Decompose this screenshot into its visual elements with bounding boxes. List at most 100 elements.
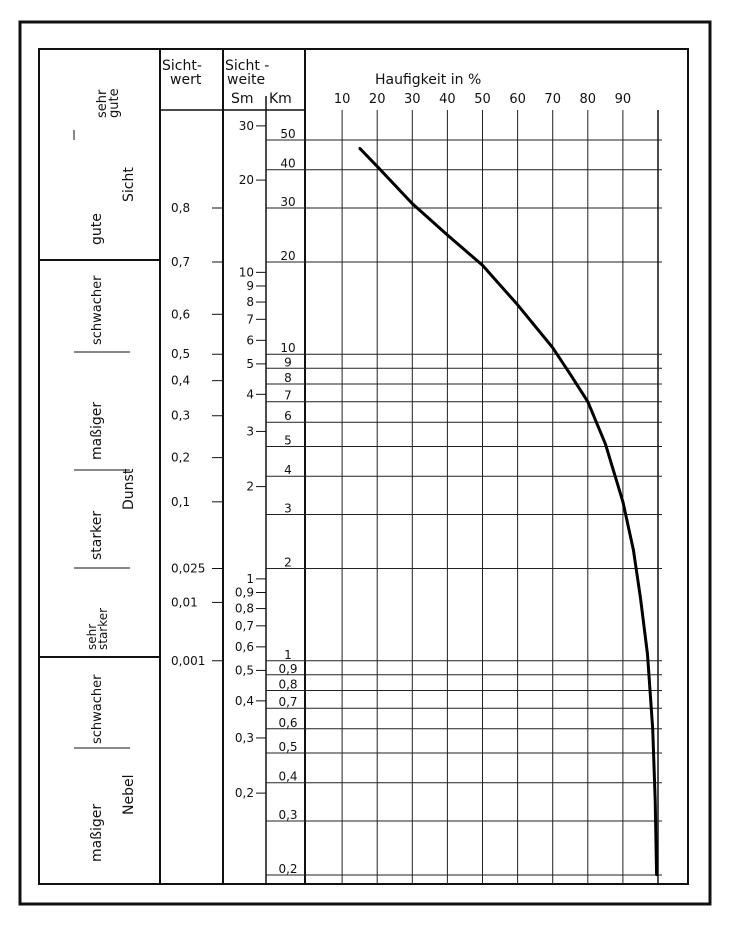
cat-sehr-starker-1: sehr <box>85 624 99 650</box>
y-tick-label-12: 2 <box>284 555 292 569</box>
sichtwert-label-1: 0,7 <box>171 255 190 269</box>
sm-tick-label-16: 0,5 <box>235 663 254 677</box>
sm-scale: 30 20 109 8 7 6 5 4 3 2 10,9 0,8 0,7 0,6 0,5 0,4 0,3 0,2 <box>235 119 266 800</box>
sichtwert-label-7: 0,1 <box>171 495 190 509</box>
sichtwert-label-6: 0,2 <box>171 451 190 465</box>
header-km: Km <box>269 91 292 107</box>
series-point-0-3 <box>446 233 449 237</box>
outer-frame <box>18 20 712 906</box>
series-point-0-4 <box>481 264 484 267</box>
series-point-0-5 <box>516 303 519 306</box>
sm-tick-label-5: 7 <box>246 312 254 326</box>
x-tick-label-30: 30 <box>404 92 421 107</box>
sichtwert-label-4: 0,4 <box>171 374 190 388</box>
sm-tick-label-19: 0,2 <box>235 786 254 800</box>
sm-tick-label-1: 20 <box>239 173 254 187</box>
x-tick-label-40: 40 <box>439 92 456 107</box>
y-tick-label-9: 5 <box>284 434 292 448</box>
cat-sehr-gute-2: gute <box>107 88 122 118</box>
x-tick-label-10: 10 <box>334 92 351 107</box>
y-tick-label-1: 40 <box>280 157 295 171</box>
y-tick-label-4: 10 <box>280 341 295 355</box>
header-sichtwert-1: Sicht- <box>162 58 202 74</box>
inner-box <box>38 48 689 885</box>
cat-sehr-gute-1: sehr <box>95 89 110 118</box>
sm-tick-label-13: 0,8 <box>235 602 254 616</box>
sichtwert-label-3: 0,5 <box>171 347 190 361</box>
y-tick-label-17: 0,6 <box>278 716 297 730</box>
series-point-0-10 <box>621 500 625 504</box>
sm-tick-label-6: 6 <box>246 333 254 347</box>
y-tick-label-11: 3 <box>284 502 292 516</box>
cat-starker-dunst: starker <box>89 511 105 560</box>
y-tick-label-2: 30 <box>280 195 295 209</box>
y-tick-label-18: 0,5 <box>278 740 297 754</box>
cat-nebel: Nebel <box>121 775 137 815</box>
x-tick-label-60: 60 <box>509 92 526 107</box>
cat-massiger-dunst: maßiger <box>89 402 105 460</box>
y-tick-labels: 50 40 30 20 109 8 7 6 5 4 3 2 10,90,8 0,7 0,6 0,5 0,4 0,3… <box>278 127 297 876</box>
sm-tick-label-15: 0,6 <box>235 640 254 654</box>
series-point-0-13 <box>646 653 649 656</box>
header-sichtwert-2: wert <box>170 72 202 88</box>
y-tick-label-3: 20 <box>280 249 295 263</box>
y-tick-label-19: 0,4 <box>278 770 297 784</box>
series-point-0-2 <box>411 202 414 205</box>
x-tick-label-90: 90 <box>615 92 632 107</box>
grid-layer <box>266 110 662 884</box>
y-tick-label-13: 1 <box>284 648 292 662</box>
x-tick-label-50: 50 <box>474 92 491 107</box>
sm-tick-label-14: 0,7 <box>235 619 254 633</box>
y-tick-label-21: 0,2 <box>278 862 297 876</box>
y-tick-label-14: 0,9 <box>278 662 297 676</box>
cat-dunst: Dunst <box>121 468 137 510</box>
x-tick-labels: 10 20 30 40 50 60 70 80 90 <box>334 92 631 107</box>
series-point-0-6 <box>551 346 554 349</box>
series-point-0-15 <box>653 799 657 802</box>
sichtwert-label-9: 0,01 <box>171 595 198 609</box>
cat-gute: gute <box>89 213 105 245</box>
sm-tick-label-9: 3 <box>246 424 254 438</box>
series-point-0-7 <box>569 373 572 376</box>
series-point-0-9 <box>604 442 607 446</box>
cat-sicht: Sicht <box>121 167 137 202</box>
header-sichtweite-2: weite <box>227 72 265 88</box>
x-tick-label-70: 70 <box>544 92 561 107</box>
series-point-0-1 <box>376 165 379 168</box>
header-haeufigkeit: Haufigkeit in % <box>375 72 481 88</box>
sm-tick-label-7: 5 <box>246 357 254 371</box>
sichtwert-label-8: 0,025 <box>171 561 205 575</box>
y-tick-label-20: 0,3 <box>278 808 297 822</box>
x-tick-label-20: 20 <box>369 92 386 107</box>
series-point-0-0 <box>358 147 361 150</box>
sm-tick-label-4: 8 <box>246 295 254 309</box>
y-tick-label-15: 0,8 <box>278 677 297 691</box>
sm-tick-label-8: 4 <box>246 387 254 401</box>
sm-tick-label-0: 30 <box>239 119 254 133</box>
sichtwert-label-10: 0,001 <box>171 654 205 668</box>
cat-massiger-nebel: maßiger <box>89 804 105 862</box>
cat-schwacher-nebel: schwacher <box>90 674 105 744</box>
header-sichtweite-1: Sicht - <box>225 58 269 74</box>
series-point-0-14 <box>651 727 654 730</box>
y-tick-label-0: 50 <box>280 127 295 141</box>
series-point-0-16 <box>655 873 658 877</box>
y-tick-label-8: 6 <box>284 409 292 423</box>
sichtwert-scale: 0,8 0,7 0,6 0,5 0,4 0,3 0,2 0,1 0,025 0,01 0,001 <box>171 201 223 668</box>
sm-tick-label-12: 0,9 <box>235 585 254 599</box>
sm-tick-label-17: 0,4 <box>235 694 254 708</box>
header-sm: Sm <box>231 91 254 107</box>
sm-tick-label-3: 9 <box>246 279 254 293</box>
y-tick-label-7: 7 <box>284 389 292 403</box>
series-point-0-12 <box>639 596 642 600</box>
sichtwert-label-5: 0,3 <box>171 409 190 423</box>
cat-schwacher-dunst: schwacher <box>90 275 105 345</box>
series-point-0-8 <box>586 400 589 403</box>
sm-tick-label-10: 2 <box>246 480 254 494</box>
sm-tick-label-11: 1 <box>246 572 254 586</box>
sm-tick-label-2: 10 <box>239 265 254 279</box>
y-tick-label-5: 9 <box>284 355 292 369</box>
y-tick-label-16: 0,7 <box>278 695 297 709</box>
series-layer <box>358 147 659 877</box>
